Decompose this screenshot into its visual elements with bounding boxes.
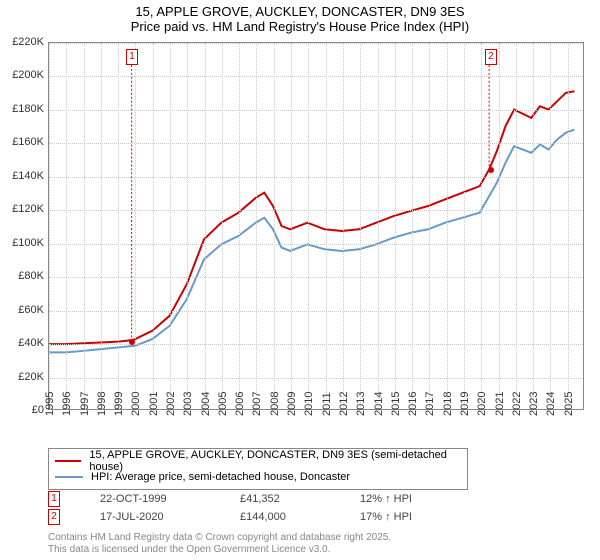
chart-svg — [49, 43, 583, 409]
sale-marker-flag: 1 — [126, 49, 138, 65]
y-tick-label: £120K — [12, 203, 44, 215]
sale-date-1: 22-OCT-1999 — [100, 493, 200, 505]
legend-box: 15, APPLE GROVE, AUCKLEY, DONCASTER, DN9… — [48, 448, 468, 490]
x-tick-label: 2001 — [148, 392, 160, 416]
x-tick-label: 1999 — [113, 392, 125, 416]
sale-date-2: 17-JUL-2020 — [100, 511, 200, 523]
x-tick-label: 2024 — [545, 392, 557, 416]
x-tick-label: 2009 — [286, 392, 298, 416]
chart-plot-area: 12 — [48, 42, 584, 410]
sale-marker-1: 1 — [48, 491, 60, 507]
x-tick-label: 1998 — [96, 392, 108, 416]
legend-label-hpi: HPI: Average price, semi-detached house,… — [91, 471, 350, 483]
x-tick-label: 2019 — [459, 392, 471, 416]
sale-price-2: £144,000 — [240, 511, 320, 523]
x-tick-label: 2023 — [528, 392, 540, 416]
legend-label-subject: 15, APPLE GROVE, AUCKLEY, DONCASTER, DN9… — [89, 449, 461, 473]
y-tick-label: £80K — [18, 270, 44, 282]
y-tick-label: £200K — [12, 69, 44, 81]
x-tick-label: 2021 — [494, 392, 506, 416]
x-tick-label: 2022 — [511, 392, 523, 416]
attribution: Contains HM Land Registry data © Crown c… — [48, 532, 391, 556]
x-tick-label: 2017 — [424, 392, 436, 416]
x-tick-label: 2011 — [321, 392, 333, 416]
x-tick-label: 2025 — [563, 392, 575, 416]
sale-marker-flag: 2 — [485, 49, 497, 65]
x-tick-label: 2002 — [165, 392, 177, 416]
y-tick-label: £40K — [18, 337, 44, 349]
y-tick-label: £60K — [18, 304, 44, 316]
sales-table: 1 22-OCT-1999 £41,352 12% ↑ HPI 2 17-JUL… — [48, 490, 412, 526]
sale-row: 2 17-JUL-2020 £144,000 17% ↑ HPI — [48, 508, 412, 526]
legend-swatch-subject — [55, 460, 81, 462]
x-tick-label: 2005 — [217, 392, 229, 416]
x-tick-label: 1996 — [61, 392, 73, 416]
attribution-line-1: Contains HM Land Registry data © Crown c… — [48, 532, 391, 544]
x-tick-label: 1995 — [44, 392, 56, 416]
series-subject — [49, 91, 574, 344]
series-hpi — [49, 130, 574, 353]
x-tick-label: 2013 — [355, 392, 367, 416]
legend-swatch-hpi — [55, 476, 83, 478]
y-tick-label: £20K — [18, 371, 44, 383]
y-tick-label: £180K — [12, 103, 44, 115]
sale-row: 1 22-OCT-1999 £41,352 12% ↑ HPI — [48, 490, 412, 508]
y-tick-label: £100K — [12, 237, 44, 249]
x-tick-label: 2006 — [234, 392, 246, 416]
sale-price-1: £41,352 — [240, 493, 320, 505]
y-tick-label: £0 — [32, 404, 44, 416]
x-tick-label: 2003 — [182, 392, 194, 416]
x-tick-label: 1997 — [79, 392, 91, 416]
x-tick-label: 2008 — [269, 392, 281, 416]
sale-dot — [488, 167, 494, 173]
x-tick-label: 2014 — [373, 392, 385, 416]
x-tick-label: 2012 — [338, 392, 350, 416]
x-tick-label: 2010 — [303, 392, 315, 416]
attribution-line-2: This data is licensed under the Open Gov… — [48, 544, 391, 556]
sale-delta-1: 12% ↑ HPI — [360, 493, 412, 505]
title-line-2: Price paid vs. HM Land Registry's House … — [0, 19, 600, 34]
x-tick-label: 2007 — [251, 392, 263, 416]
x-tick-label: 2016 — [407, 392, 419, 416]
x-tick-label: 2000 — [130, 392, 142, 416]
x-tick-label: 2020 — [476, 392, 488, 416]
sale-marker-2: 2 — [48, 509, 60, 525]
y-tick-label: £220K — [12, 36, 44, 48]
y-tick-label: £160K — [12, 136, 44, 148]
sale-delta-2: 17% ↑ HPI — [360, 511, 412, 523]
x-tick-label: 2018 — [442, 392, 454, 416]
title-line-1: 15, APPLE GROVE, AUCKLEY, DONCASTER, DN9… — [0, 4, 600, 19]
chart-title: 15, APPLE GROVE, AUCKLEY, DONCASTER, DN9… — [0, 0, 600, 36]
x-tick-label: 2015 — [390, 392, 402, 416]
sale-dot — [129, 339, 135, 345]
x-tick-label: 2004 — [200, 392, 212, 416]
y-tick-label: £140K — [12, 170, 44, 182]
